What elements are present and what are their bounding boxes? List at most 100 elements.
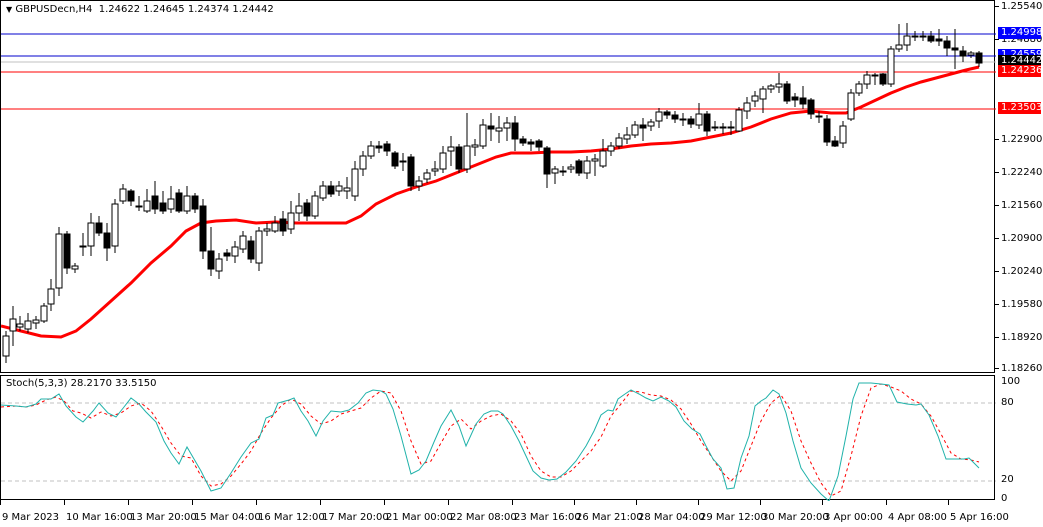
main-chart-pane[interactable]: ▼ GBPUSDecn,H4 1.24622 1.24645 1.24374 1… [0,0,996,374]
candle [567,164,575,173]
candle [743,97,751,119]
candle [823,115,831,146]
price-tick [995,368,999,369]
candle [463,113,471,173]
candle [903,23,911,51]
time-tick [512,500,513,505]
candle [551,166,559,184]
candle [55,227,63,296]
candle [655,108,663,128]
price-tick [995,205,999,206]
price-tick [995,139,999,140]
time-label: 29 Mar 12:00 [700,512,767,523]
candle [255,227,263,271]
candle [191,193,199,213]
candle [263,223,271,236]
support-2-tag: 1.23503 [998,102,1042,114]
candle [967,51,975,58]
candle [32,316,40,329]
candle [111,199,119,253]
candle [807,98,815,119]
stoch-label: Stoch(5,3,3) 28.2170 33.5150 [6,378,157,389]
time-label: 30 Mar 20:00 [762,512,829,523]
candle [919,31,927,41]
candle [439,146,447,173]
candle [447,136,455,166]
candle [759,86,767,113]
price-label: 1.18260 [1001,363,1043,374]
price-label: 1.22900 [1001,134,1043,145]
candle [415,176,423,191]
candle [95,216,103,236]
time-tick [64,500,65,505]
price-label: 1.25540 [1001,1,1043,12]
candle [623,127,631,144]
candle [535,139,543,151]
candle [159,191,167,214]
candle [927,31,935,43]
stoch-main-line [1,382,980,501]
price-tick [995,6,999,7]
candle [711,121,719,131]
candle [671,111,679,123]
candle [855,81,863,96]
candle [863,71,871,89]
candlestick-chart[interactable] [1,1,996,374]
candle [487,113,495,141]
candle [815,111,823,123]
candle [359,151,367,176]
price-label: 1.18920 [1001,332,1043,343]
stochastic-chart[interactable] [1,376,996,501]
time-tick [636,500,637,505]
candle [343,177,351,199]
stochastic-pane[interactable]: Stoch(5,3,3) 28.2170 33.5150 [0,375,996,501]
candle [519,136,527,146]
candle [311,191,319,219]
candle [479,119,487,149]
candle [151,181,159,214]
stoch-axis-label: 80 [1001,397,1014,408]
candle [495,116,503,143]
time-label: 26 Mar 21:00 [576,512,643,523]
time-label: 17 Mar 20:00 [322,512,389,523]
candle [119,184,127,204]
time-label: 16 Mar 12:00 [258,512,325,523]
candle [87,213,95,256]
candle [367,141,375,159]
candle [583,156,591,179]
time-tick [128,500,129,505]
time-tick [448,500,449,505]
candle [431,161,439,176]
time-label: 5 Apr 16:00 [950,512,1009,523]
candle [423,169,431,183]
candle [599,139,607,168]
candle [879,73,887,86]
candle [207,227,215,276]
candle [871,73,879,85]
candle [287,201,295,234]
candle [127,189,135,206]
candle [79,233,87,256]
candle [847,89,855,121]
candle [183,186,191,214]
candle [703,111,711,136]
candle [271,216,279,233]
price-tick [995,304,999,305]
triangle-down-icon[interactable]: ▼ [6,5,13,14]
candle [911,31,919,41]
candle [335,181,343,196]
candle [943,36,951,56]
time-tick [822,500,823,505]
candle [103,223,111,261]
candle [559,166,567,176]
time-tick [192,500,193,505]
candle [663,110,671,119]
candle [471,139,479,156]
candle [791,93,799,107]
candle [295,193,303,221]
candle [591,154,599,176]
candle [351,161,359,201]
candle [303,199,311,221]
candle [47,279,55,311]
candle [647,119,655,131]
